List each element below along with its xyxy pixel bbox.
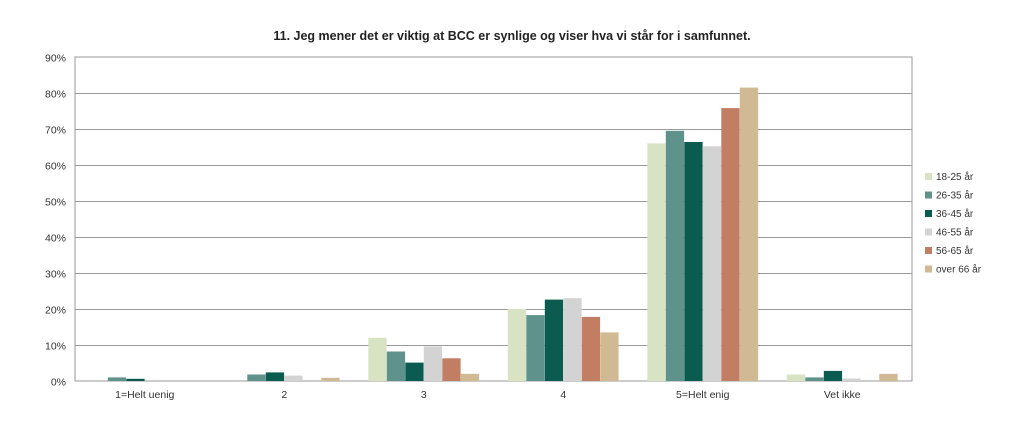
bar-1-1: [247, 374, 266, 381]
legend-swatch: [925, 247, 932, 254]
bar-5-1: [321, 377, 340, 381]
bars: [107, 87, 898, 381]
bar-4-4: [721, 108, 740, 381]
legend-label: 26-35 år: [936, 190, 974, 202]
bar-3-4: [702, 146, 722, 381]
bar-1-2: [386, 351, 406, 381]
bar-4-2: [442, 358, 461, 381]
bar-0-4: [647, 143, 666, 381]
bar-2-2: [405, 362, 424, 381]
bar-5-5: [879, 373, 898, 381]
y-tick-label: 50%: [45, 197, 66, 209]
y-tick-label: 40%: [45, 233, 66, 245]
y-axis: 0% 10% 20% 30% 40% 50% 60% 70% 80% 90%: [45, 53, 66, 389]
bar-2-0: [126, 378, 145, 381]
x-tick-label: 2: [281, 389, 287, 401]
bar-0-2: [368, 337, 387, 381]
legend-swatch: [925, 228, 932, 236]
legend-swatch: [925, 265, 932, 273]
legend-swatch: [925, 210, 932, 217]
bar-5-2: [460, 373, 480, 381]
legend-swatch: [925, 191, 932, 199]
bar-1-5: [805, 377, 824, 381]
legend: 18-25 år 26-35 år 36-45 år 46-55 år 56-65 år…: [925, 171, 982, 276]
y-tick-label: 70%: [45, 125, 66, 137]
x-tick-label: 3: [421, 389, 427, 401]
bar-1-4: [665, 130, 685, 381]
x-tick-label: 4: [560, 389, 566, 401]
gridlines: [74, 56, 913, 382]
bar-2-5: [823, 370, 843, 381]
y-tick-label: 10%: [45, 341, 66, 353]
bar-5-4: [739, 87, 759, 381]
x-axis: 1=Helt uenig 2 3 4 5=Helt enig Vet ikke: [115, 389, 861, 401]
x-tick-label: 1=Helt uenig: [115, 389, 174, 401]
bar-2-4: [684, 142, 703, 381]
plot-frame: [74, 56, 913, 382]
legend-label: 18-25 år: [936, 171, 974, 183]
y-tick-label: 90%: [45, 53, 66, 65]
y-tick-label: 80%: [45, 89, 66, 101]
x-tick-label: Vet ikke: [824, 389, 861, 401]
bar-4-3: [581, 316, 601, 381]
x-tick-label: 5=Helt enig: [676, 389, 730, 401]
legend-label: 36-45 år: [936, 208, 974, 220]
bar-3-3: [563, 298, 582, 381]
bar-2-3: [544, 299, 564, 381]
legend-label: over 66 år: [936, 264, 982, 276]
legend-label: 56-65 år: [936, 245, 974, 257]
chart-title: 11. Jeg mener det er viktig at BCC er sy…: [273, 29, 750, 43]
bar-5-3: [600, 332, 619, 381]
bar-1-3: [526, 315, 545, 381]
bar-3-2: [423, 346, 443, 381]
legend-swatch: [925, 173, 932, 180]
bar-3-5: [842, 378, 861, 381]
y-tick-label: 20%: [45, 305, 66, 317]
bar-2-1: [265, 372, 285, 381]
legend-label: 46-55 år: [936, 227, 974, 239]
y-tick-label: 60%: [45, 161, 66, 173]
bar-1-0: [107, 377, 127, 381]
y-tick-label: 0%: [51, 377, 66, 389]
bar-0-5: [786, 374, 806, 381]
y-tick-label: 30%: [45, 269, 66, 281]
bar-3-1: [284, 375, 303, 381]
bar-0-3: [507, 309, 527, 381]
